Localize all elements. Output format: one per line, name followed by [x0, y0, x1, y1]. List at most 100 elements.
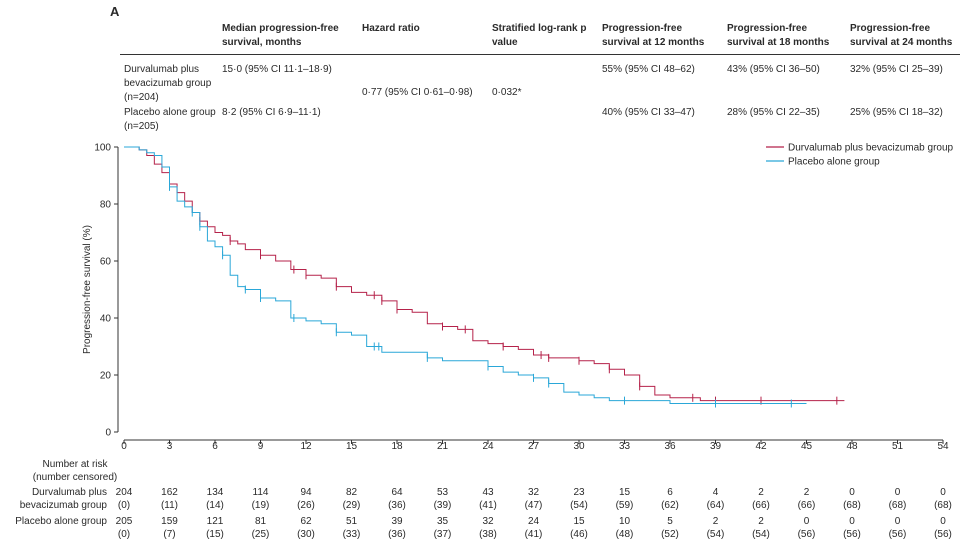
placebo-at-risk-cell: 5	[667, 516, 673, 527]
x-tick-label: 24	[482, 441, 494, 452]
header-median: Median progression-free survival, months	[222, 23, 339, 48]
durvalumab-at-risk-cell: 0	[849, 487, 855, 498]
placebo-censored-cell: (54)	[752, 529, 770, 540]
durvalumab-censored-cell: (19)	[251, 500, 270, 511]
x-tick-label: 45	[801, 441, 813, 452]
x-tick-label: 12	[300, 441, 312, 452]
row-durvalumab-label-line1: Durvalumab plus	[124, 64, 200, 75]
durvalumab-at-risk-cell: 64	[391, 487, 403, 498]
placebo-at-risk-cell: 51	[345, 516, 358, 527]
placebo-censored-cell: (41)	[524, 529, 543, 540]
durvalumab-at-risk-cell: 134	[206, 487, 224, 498]
x-tick-label: 6	[212, 441, 218, 452]
durvalumab-censored-cell: (14)	[206, 500, 224, 511]
header-pfs18: Progression-free survival at 18 months	[727, 23, 830, 48]
x-tick-label: 9	[258, 441, 264, 452]
y-tick-label: 20	[100, 371, 112, 382]
durvalumab-at-risk-cell: 82	[345, 487, 358, 498]
durvalumab-at-risk-cell: 43	[482, 487, 494, 498]
panel-label: A	[110, 4, 120, 19]
durvalumab-censored-cell: (68)	[888, 500, 907, 511]
placebo-censored-cell: (52)	[661, 529, 679, 540]
x-tick-label: 0	[121, 441, 127, 452]
placebo-censored-cell: (30)	[297, 529, 315, 540]
placebo-at-risk-cell: 24	[527, 516, 540, 527]
at-risk-label-durvalumab: Durvalumab plus bevacizumab group	[0, 486, 107, 512]
at-risk-label-durvalumab-line2: bevacizumab group	[19, 500, 107, 511]
durvalumab-censored-cell: (62)	[661, 500, 679, 511]
durvalumab-at-risk-cell: 0	[940, 487, 946, 498]
placebo-at-risk-cell: 0	[803, 516, 810, 527]
at-risk-title: Number at risk (number censored)	[30, 458, 120, 484]
y-axis-label: Progression-free survival (%)	[82, 225, 93, 354]
placebo-censored-cell: (0)	[117, 529, 131, 540]
durvalumab-at-risk-cell: 4	[712, 487, 719, 498]
placebo-censored-cell: (36)	[388, 529, 406, 540]
durvalumab-at-risk-cell: 162	[161, 487, 178, 498]
row-placebo-pfs12: 40% (95% CI 33–47)	[602, 107, 695, 118]
header-pfs12: Progression-free survival at 12 months	[602, 23, 705, 48]
placebo-censored-cell: (7)	[163, 529, 176, 540]
durvalumab-censored-cell: (59)	[615, 500, 634, 511]
placebo-at-risk-cell: 15	[573, 516, 585, 527]
x-tick-label: 27	[528, 441, 540, 452]
x-tick-label: 18	[391, 441, 403, 452]
x-tick-label: 51	[892, 441, 904, 452]
at-risk-label-placebo: Placebo alone group	[15, 516, 107, 527]
at-risk-title-line2: (number censored)	[32, 472, 118, 483]
table-header-rule	[120, 54, 960, 55]
row-placebo-label: Placebo alone group (n=205)	[124, 106, 216, 134]
chart-legend: Durvalumab plus bevacizumab group Placebo…	[766, 143, 954, 168]
durvalumab-at-risk-cell: 0	[894, 487, 901, 498]
placebo-curve	[124, 146, 807, 404]
row-placebo-pfs24: 25% (95% CI 18–32)	[850, 107, 943, 118]
y-tick-label: 100	[94, 143, 111, 154]
placebo-at-risk-cell: 2	[758, 516, 764, 527]
x-tick-label: 33	[619, 441, 631, 452]
row-placebo-label-line1: Placebo alone group	[124, 107, 216, 118]
durvalumab-at-risk-cell: 2	[803, 487, 810, 498]
durvalumab-censored-cell: (54)	[570, 500, 588, 511]
row-durvalumab-label-line2: bevacizumab group	[124, 78, 212, 89]
durvalumab-at-risk-cell: 23	[573, 487, 585, 498]
durvalumab-at-risk-cell: 53	[436, 487, 449, 498]
row-placebo-median: 8·2 (95% CI 6·9–11·1)	[222, 107, 321, 118]
x-tick-label: 36	[664, 441, 676, 452]
placebo-censored-cell: (48)	[615, 529, 634, 540]
row-durvalumab-pfs24: 32% (95% CI 25–39)	[850, 64, 943, 75]
placebo-censored-cell: (56)	[843, 529, 861, 540]
placebo-at-risk-cell: 0	[940, 516, 946, 527]
header-hazard-ratio: Hazard ratio	[362, 23, 420, 34]
x-tick-label: 21	[437, 441, 449, 452]
placebo-at-risk-cell: 62	[300, 516, 312, 527]
x-tick-label: 3	[167, 441, 173, 452]
durvalumab-censored-cell: (36)	[388, 500, 406, 511]
durvalumab-at-risk-cell: 15	[618, 487, 631, 498]
hazard-ratio-value: 0·77 (95% CI 0·61–0·98)	[362, 87, 473, 98]
durvalumab-censored-cell: (39)	[433, 500, 452, 511]
placebo-censored-cell: (56)	[797, 529, 816, 540]
chart-series	[124, 146, 845, 408]
placebo-at-risk-cell: 0	[894, 516, 901, 527]
p-value: 0·032*	[492, 87, 522, 98]
placebo-censored-cell: (38)	[479, 529, 497, 540]
placebo-at-risk-cell: 32	[482, 516, 494, 527]
durvalumab-at-risk-cell: 94	[300, 487, 312, 498]
row-durvalumab-pfs18: 43% (95% CI 36–50)	[727, 64, 820, 75]
placebo-at-risk-cell: 205	[115, 516, 133, 527]
header-pfs24: Progression-free survival at 24 months	[850, 23, 953, 48]
durvalumab-censored-cell: (68)	[934, 500, 952, 511]
placebo-at-risk-cell: 2	[712, 516, 719, 527]
placebo-at-risk-cell: 81	[254, 516, 267, 527]
x-tick-label: 39	[710, 441, 722, 452]
placebo-censored-cell: (56)	[934, 529, 952, 540]
placebo-censored-cell: (46)	[570, 529, 588, 540]
durvalumab-censored-cell: (11)	[160, 500, 179, 511]
y-tick-label: 0	[105, 428, 111, 439]
durvalumab-censored-cell: (66)	[797, 500, 816, 511]
placebo-censored-cell: (25)	[251, 529, 270, 540]
x-tick-label: 15	[346, 441, 358, 452]
durvalumab-at-risk-cell: 32	[527, 487, 540, 498]
